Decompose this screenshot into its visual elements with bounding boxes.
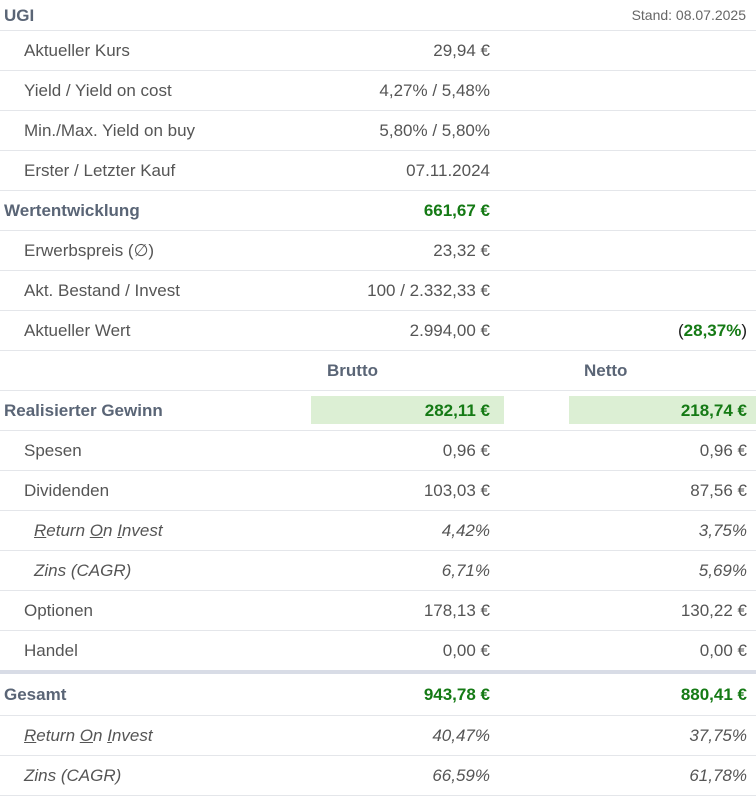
percent-value: 28,37%: [683, 321, 742, 340]
row-dividenden: Dividenden 103,03 € 87,56 €: [0, 471, 756, 511]
row-optionen: Optionen 178,13 € 130,22 €: [0, 591, 756, 631]
stand-date: Stand: 08.07.2025: [631, 7, 746, 23]
row-gesamt-roi: Return On Invest 40,47% 37,75%: [0, 716, 756, 756]
title-row: UGI Stand: 08.07.2025: [0, 0, 756, 31]
value: 4,27% / 5,48%: [379, 81, 490, 100]
label: Spesen: [24, 441, 82, 460]
value: 29,94 €: [433, 41, 490, 60]
row-minmax-yield: Min./Max. Yield on buy 5,80% / 5,80%: [0, 111, 756, 151]
label: Dividenden: [24, 481, 110, 500]
label: Erster / Letzter Kauf: [24, 161, 176, 180]
column-header-row: Brutto Netto: [0, 351, 756, 391]
value-netto: 37,75%: [689, 726, 747, 745]
row-yield: Yield / Yield on cost 4,27% / 5,48%: [0, 71, 756, 111]
column-brutto: Brutto: [327, 361, 378, 380]
value-brutto: 178,13 €: [423, 601, 490, 620]
label: Aktueller Kurs: [24, 41, 130, 60]
label: Erwerbspreis (∅): [24, 241, 155, 260]
label: Handel: [24, 641, 78, 660]
label: Zins (CAGR): [24, 766, 122, 785]
row-erwerbspreis: Erwerbspreis (∅) 23,32 €: [0, 231, 756, 271]
value: 661,67 €: [423, 201, 490, 220]
label: Zins (CAGR): [34, 561, 132, 580]
value-netto: 218,74 €: [680, 401, 747, 420]
value-brutto: 103,03 €: [423, 481, 490, 500]
value-netto: 0,96 €: [699, 441, 747, 460]
row-spesen: Spesen 0,96 € 0,96 €: [0, 431, 756, 471]
row-dividenden-cagr: Zins (CAGR) 6,71% 5,69%: [0, 551, 756, 591]
row-dividenden-roi: Return On Invest 4,42% 3,75%: [0, 511, 756, 551]
stock-title: UGI: [4, 6, 35, 25]
label: Akt. Bestand / Invest: [24, 281, 180, 300]
value-brutto: 282,11 €: [424, 401, 490, 420]
percent-change: (28,37%): [678, 311, 747, 350]
value-netto: 61,78%: [689, 766, 747, 785]
value-netto: 130,22 €: [680, 601, 747, 620]
row-wertentwicklung: Wertentwicklung 661,67 €: [0, 191, 756, 231]
label: Gesamt: [4, 685, 67, 704]
value: 2.994,00 €: [409, 321, 490, 340]
value-netto: 87,56 €: [690, 481, 747, 500]
value: 5,80% / 5,80%: [379, 121, 490, 140]
row-aktueller-wert: Aktueller Wert 2.994,00 € (28,37%): [0, 311, 756, 351]
paren-close: ): [741, 321, 747, 340]
value-brutto: 4,42%: [441, 521, 490, 540]
value: 23,32 €: [433, 241, 490, 260]
row-gesamt: Gesamt 943,78 € 880,41 €: [0, 674, 756, 716]
highlight-netto: [569, 396, 756, 424]
label: Return On Invest: [34, 521, 163, 540]
row-handel: Handel 0,00 € 0,00 €: [0, 631, 756, 674]
row-realisierter-gewinn: Realisierter Gewinn 282,11 € 218,74 €: [0, 391, 756, 431]
value-brutto: 943,78 €: [423, 685, 490, 704]
value-netto: 0,00 €: [699, 641, 747, 660]
label: Yield / Yield on cost: [24, 81, 172, 100]
value-netto: 5,69%: [698, 561, 747, 580]
label: Return On Invest: [24, 726, 153, 745]
label: Min./Max. Yield on buy: [24, 121, 196, 140]
highlight-brutto: [311, 396, 504, 424]
label: Realisierter Gewinn: [4, 401, 163, 420]
value-netto: 3,75%: [698, 521, 747, 540]
label: Wertentwicklung: [4, 201, 140, 220]
label: Optionen: [24, 601, 93, 620]
value-netto: 880,41 €: [680, 685, 747, 704]
value: 100 / 2.332,33 €: [367, 281, 490, 300]
label: Aktueller Wert: [24, 321, 131, 340]
row-kauf: Erster / Letzter Kauf 07.11.2024: [0, 151, 756, 191]
row-gesamt-cagr: Zins (CAGR) 66,59% 61,78%: [0, 756, 756, 796]
value-brutto: 0,96 €: [442, 441, 490, 460]
value: 07.11.2024: [406, 161, 490, 180]
value-brutto: 0,00 €: [442, 641, 490, 660]
value-brutto: 40,47%: [432, 726, 490, 745]
value-brutto: 66,59%: [432, 766, 490, 785]
row-aktueller-kurs: Aktueller Kurs 29,94 €: [0, 31, 756, 71]
column-netto: Netto: [584, 361, 628, 380]
value-brutto: 6,71%: [441, 561, 490, 580]
row-bestand: Akt. Bestand / Invest 100 / 2.332,33 €: [0, 271, 756, 311]
paren-open: (: [677, 321, 684, 340]
